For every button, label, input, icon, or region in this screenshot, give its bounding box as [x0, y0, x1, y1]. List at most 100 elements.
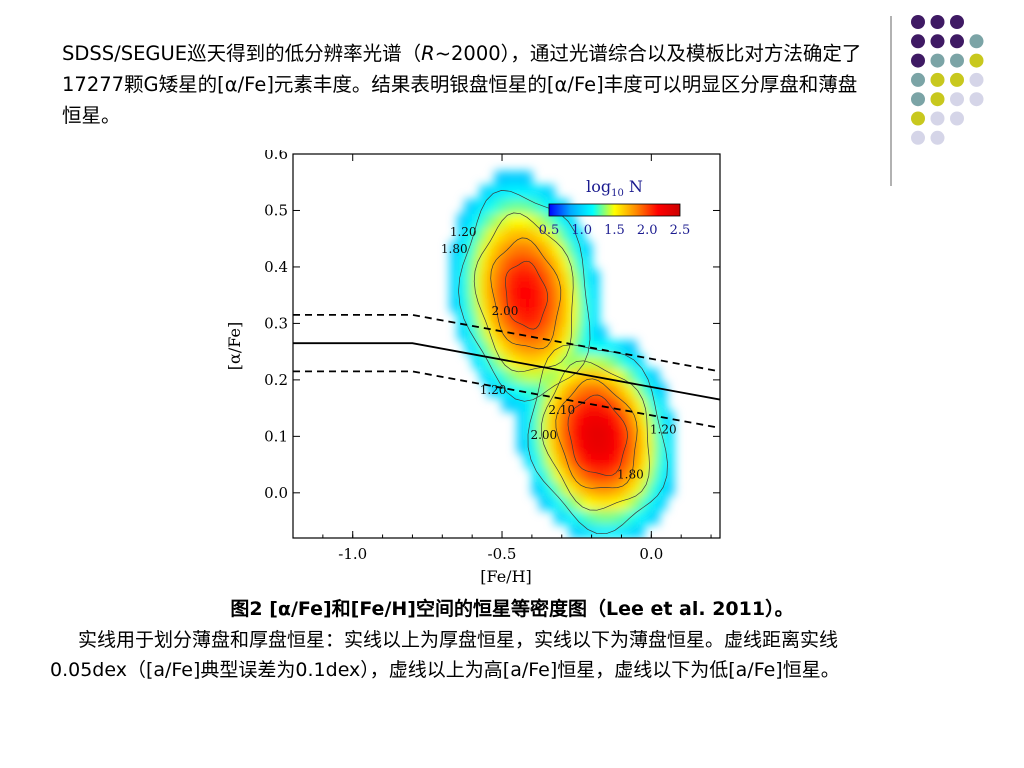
density-cell [457, 269, 466, 285]
density-cell [524, 213, 533, 229]
density-cell [449, 241, 458, 257]
density-cell [621, 495, 630, 511]
density-cell [658, 481, 667, 497]
colorbar-gradient [548, 203, 681, 217]
density-cell [554, 269, 563, 285]
density-cell [554, 283, 563, 299]
density-cell [621, 382, 630, 398]
decor-dot [950, 15, 964, 29]
density-cell [584, 255, 593, 271]
colorbar-tick-label: 2.5 [670, 223, 691, 238]
density-cell [584, 241, 593, 257]
density-cell [516, 185, 526, 200]
density-cell [606, 509, 615, 525]
decor-dot [950, 111, 964, 126]
decor-dot [911, 111, 925, 126]
figure-explanation: 实线用于划分薄盘和厚盘恒星：实线以上为厚盘恒星，实线以下为薄盘恒星。虚线距离实线… [50, 629, 840, 681]
density-cell [606, 354, 615, 370]
density-cell [494, 255, 503, 271]
density-cell [472, 269, 481, 285]
density-cell [584, 509, 593, 525]
density-cell [487, 354, 496, 370]
density-cell [516, 227, 526, 243]
density-cell [599, 382, 608, 398]
density-cell [613, 467, 623, 483]
density-cell [554, 410, 563, 426]
density-cell [531, 199, 540, 214]
density-cell [479, 354, 488, 370]
density-cell [494, 382, 503, 398]
density-cell [531, 453, 540, 469]
density-cell [487, 340, 496, 356]
decor-dot [950, 34, 964, 49]
y-tick-label: 0.3 [264, 314, 288, 332]
density-cell [502, 213, 511, 229]
density-cell [554, 425, 563, 440]
density-cell [546, 213, 555, 229]
density-cell [599, 326, 608, 341]
axes: -1.0 -0.5 0.0 0.0 0.1 0.2 0.3 0.4 0.5 0.6 [264, 150, 720, 563]
density-cell [502, 354, 511, 370]
density-cell [487, 255, 496, 271]
density-cell [591, 298, 600, 313]
density-cell [502, 382, 511, 398]
density-cell [472, 326, 481, 341]
density-cell [502, 170, 511, 186]
density-cell [509, 213, 518, 229]
density-cell [584, 410, 593, 426]
decor-dot [950, 53, 964, 68]
density-cell [472, 298, 481, 313]
density-cell [621, 467, 630, 483]
density-cell [472, 354, 481, 370]
density-cell [569, 410, 578, 426]
density-cell [613, 439, 623, 454]
y-tick-label: 0.5 [264, 201, 288, 219]
density-cell [524, 312, 533, 327]
density-cell [524, 368, 533, 384]
density-cell [584, 425, 593, 440]
colorbar-tick-label: 1.0 [571, 223, 592, 238]
density-cell [643, 425, 652, 440]
density-cell [643, 495, 652, 511]
density-cell [599, 396, 608, 412]
density-cell [546, 425, 555, 440]
density-cell [524, 170, 533, 186]
density-cell [628, 354, 637, 370]
density-cell [599, 453, 608, 469]
density-cell [613, 382, 623, 398]
density-cell [636, 396, 645, 412]
density-cell [554, 255, 563, 271]
density-cell [464, 283, 473, 299]
density-cell [531, 312, 540, 327]
density-cell [561, 396, 570, 412]
density-cell [561, 425, 570, 440]
density-cell [509, 368, 518, 384]
density-cell [449, 283, 458, 299]
density-cell [606, 382, 615, 398]
density-cell [539, 269, 548, 285]
density-cell [524, 453, 533, 469]
density-cell [524, 410, 533, 426]
density-cell [449, 255, 458, 271]
decor-dot [911, 53, 925, 68]
density-cell [524, 354, 533, 370]
density-cell [561, 213, 570, 229]
density-cell [561, 495, 570, 511]
intro-paragraph: SDSS/SEGUE巡天得到的低分辨率光谱（R~2000），通过光谱综合以及模板… [62, 42, 862, 127]
density-cell [636, 368, 645, 384]
density-cell [457, 241, 466, 257]
density-cell [516, 368, 526, 384]
density-cell [561, 227, 570, 243]
density-cell [569, 255, 578, 271]
density-cell [487, 326, 496, 341]
density-cell [606, 425, 615, 440]
density-cell [599, 340, 608, 356]
density-cell [561, 410, 570, 426]
density-cell [479, 340, 488, 356]
density-cell [502, 396, 511, 412]
density-cell [531, 439, 540, 454]
density-cell [502, 185, 511, 200]
density-cell [569, 523, 578, 538]
density-cell [464, 340, 473, 356]
density-cell [516, 425, 526, 440]
